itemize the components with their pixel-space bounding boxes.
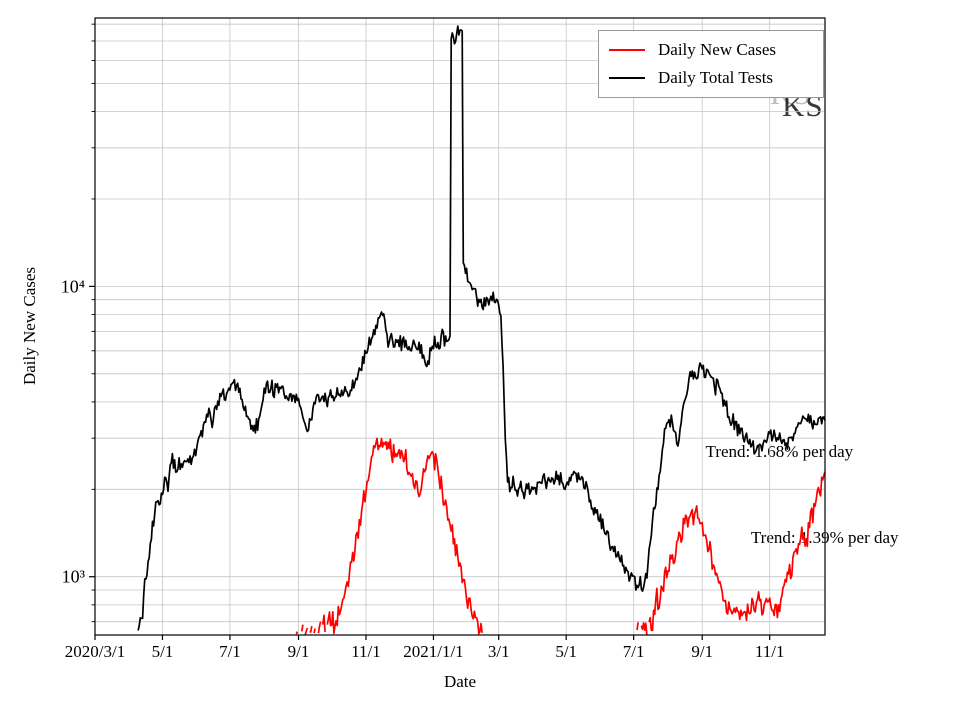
series-line-tests [137,25,826,631]
legend-item-daily-new-cases: Daily New Cases [609,36,813,64]
trend-annotation-tests: Trend: 1.68% per day [705,442,854,462]
x-tick-label: 9/1 [691,642,713,661]
legend-item-daily-total-tests: Daily Total Tests [609,64,813,92]
legend-line-black [609,77,645,79]
x-tick-label: 7/1 [623,642,645,661]
x-tick-label: 2020/3/1 [65,642,125,661]
x-tick-label: 11/1 [755,642,785,661]
legend-label-daily-new-cases: Daily New Cases [658,40,777,59]
legend-label-daily-total-tests: Daily Total Tests [658,68,774,87]
legend: Daily New Cases Daily Total Tests [598,30,824,98]
x-tick-label: 9/1 [288,642,310,661]
x-tick-label: 5/1 [555,642,577,661]
series-line-cases [295,437,826,635]
x-tick-label: 7/1 [219,642,241,661]
axes-spine [94,17,826,636]
y-tick-label: 10³ [62,567,86,587]
legend-line-red [609,49,645,51]
x-tick-label: 3/1 [488,642,510,661]
y-tick-label: 10⁴ [61,276,85,296]
x-axis-label: Date [443,672,477,691]
x-tick-label: 5/1 [152,642,174,661]
x-tick-label: 11/1 [351,642,381,661]
x-tick-label: 2021/1/1 [403,642,463,661]
